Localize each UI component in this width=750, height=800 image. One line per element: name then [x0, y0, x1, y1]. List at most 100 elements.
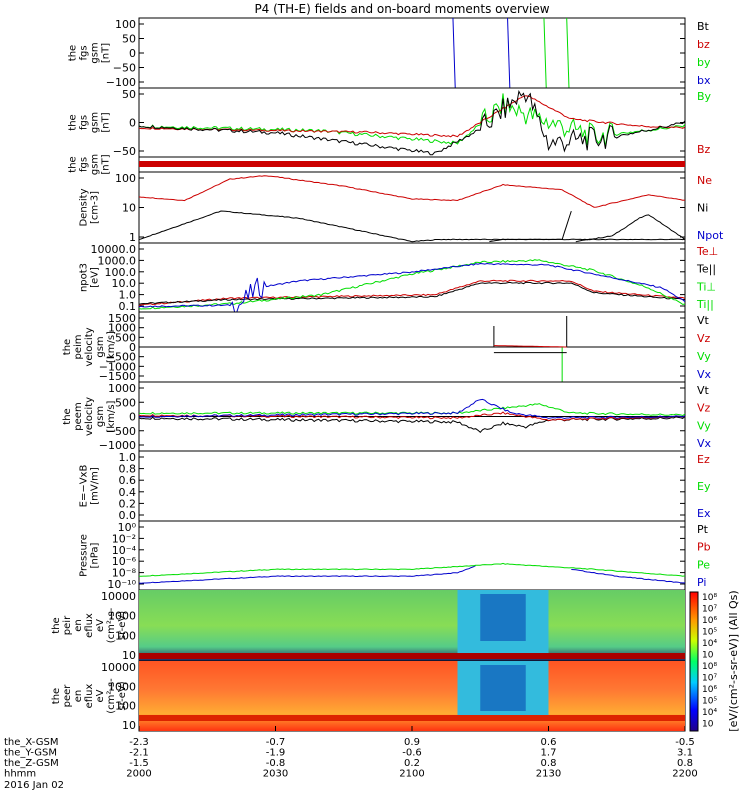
stacked-plot: P4 (TH-E) fields and on-board moments ov… [0, 0, 750, 800]
y-tick-label: −50 [113, 62, 136, 75]
y-axis-label-line: fgs [79, 115, 90, 130]
legend-entry: Ne [697, 174, 712, 187]
legend-entry: Pe [697, 558, 710, 571]
panel-5: 150010005000−500−1000−1500the peim velocit… [62, 312, 712, 383]
x-row-value: 0.8 [677, 758, 693, 769]
y-axis-label-line: gsm [90, 154, 101, 175]
y-axis-label: Density [cm-3] [79, 188, 101, 226]
x-row-value: 0.2 [404, 758, 420, 769]
colorbar-label: [eV/(cm²-s-sr-eV)] (All Qs) [727, 590, 740, 731]
x-row-value: -0.7 [266, 737, 286, 748]
y-axis-label-line: [nT] [101, 154, 112, 174]
colorbar-tick-label: 10⁷ [702, 605, 717, 615]
trace-ni-late [576, 215, 685, 242]
colorbar-bar [690, 592, 698, 731]
y-axis-label-line: (cm²-s- [106, 678, 117, 714]
y-axis-label-line: eV [95, 619, 106, 632]
y-axis-label: E=−VxB [mV/m] [79, 465, 101, 508]
spike-line [453, 18, 455, 88]
y-axis-label-line: the [68, 114, 79, 130]
spectrogram-bg [139, 590, 685, 661]
y-axis-label: npot3 [eV] [79, 263, 101, 292]
y-axis-label: the peer en eflux eV (cm²-s-sr-eV) [51, 678, 128, 714]
legend-entry: Vt [697, 314, 710, 327]
y-tick-label: 10000 [101, 590, 136, 603]
panel-traces [139, 91, 685, 154]
y-axis-label: the fgs gsm [nT] [68, 42, 112, 63]
y-axis-label-line: en [73, 690, 84, 703]
legend-entry: Ni [697, 202, 708, 215]
panel-traces [139, 563, 685, 583]
y-axis-label-line: the [68, 45, 79, 61]
y-axis-label-line: gsm [95, 406, 106, 427]
y-axis-label-line: the [51, 688, 62, 704]
trace-te-par [139, 282, 685, 304]
y-axis-label-line: velocity [84, 327, 95, 366]
colorbar: 10⁸10⁷10⁶10⁵10⁴10⁳10⁸10⁷10⁶10⁵10⁴10⁳ [eV/… [690, 590, 740, 731]
panel-traces [139, 399, 685, 432]
colorbar-tick-label: 10⁷ [702, 674, 717, 684]
legend-entry: by [697, 56, 711, 69]
panel-0: 100 500 −50−100 the fgs gsm [nT] Bt bz by bx [68, 18, 711, 89]
y-axis-label-line: the [62, 339, 73, 355]
y-axis-label-line: en [73, 619, 84, 632]
colorbar-tick-label: 10⁵ [702, 697, 717, 707]
y-tick-label: 10 [122, 202, 136, 215]
y-tick-label: 10000 [101, 661, 136, 674]
colorbar-tick-label: 10⁳ [702, 651, 714, 661]
y-axis-label-line: npot3 [79, 263, 90, 292]
panel-traces [139, 316, 685, 382]
legend-entry: Ex [697, 507, 711, 520]
panel-3: 100101Density [cm-3]NeNiNpot [79, 172, 724, 244]
x-row-value: 2200 [672, 769, 697, 780]
legend-entry: Ez [697, 453, 710, 466]
legend-entry: Ey [697, 480, 711, 493]
trace-bz [139, 96, 685, 137]
y-axis-label-line: velocity [84, 397, 95, 436]
legend-entry: Bz [697, 143, 711, 156]
trace-ti [139, 260, 685, 309]
trace-vx [139, 399, 685, 418]
spectrogram-core [480, 665, 526, 711]
x-row-value: -1.5 [129, 758, 149, 769]
y-axis-label-line: the [62, 408, 73, 424]
panels-group: 100500−50−100the fgs gsm [nT]Btbzbybx500−50… [51, 18, 724, 732]
legend-entry: Pb [697, 541, 711, 554]
y-axis-label-line: [cm-3] [90, 191, 101, 224]
spike-line [567, 18, 569, 88]
y-axis-label-line: [nT] [101, 43, 112, 63]
x-row-value: -2.1 [129, 748, 149, 759]
colorbar-tick-label: 10⁴ [702, 639, 717, 649]
panel-frame [139, 521, 685, 590]
spike-line [508, 18, 510, 88]
x-axis-annotation: the_X-GSM -2.3 -0.7 0.9 0.6 -0.5the_Y-GSM -2.1… [4, 726, 698, 791]
trace-bt [139, 91, 685, 154]
x-row-label: the_Z-GSM [4, 758, 59, 769]
x-row-value: 0.9 [404, 737, 420, 748]
y-axis-label-line: the [51, 617, 62, 633]
red-band [139, 161, 685, 167]
y-axis-label: the peir en eflux eV (cm²-s-sr-eV) [51, 607, 128, 643]
x-row-value: 0.6 [541, 737, 557, 748]
panel-traces [139, 590, 685, 661]
legend-entry: Vy [697, 350, 711, 363]
panel-frame [139, 451, 685, 521]
panel-9: 10000100010010the peir en eflux eV (cm²-s-sr-… [51, 590, 685, 662]
x-row-value: -0.6 [402, 748, 422, 759]
x-row-value: 2130 [536, 769, 561, 780]
panel-1: 500−50the fgs gsm [nT]ByBz [68, 88, 712, 158]
y-axis-label-line: [km/s] [106, 331, 117, 363]
colorbar-tick-label: 10⁶ [702, 685, 717, 695]
legend-entry: Ti⊥ [696, 280, 716, 293]
y-axis-label-line: [nT] [101, 112, 112, 132]
y-axis-label-line: [eV] [90, 267, 101, 288]
legend-entry: Te|| [696, 263, 716, 276]
legend-entry: Vy [697, 419, 711, 432]
colorbar-tick-label: 10⁶ [702, 616, 717, 626]
panel-10: 10000 1000 100 10 the peer en eflux eV (cm²-s-sr-… [51, 661, 685, 732]
colorbar-tick-label: 10⁴ [702, 708, 717, 718]
x-row-value: 3.1 [677, 748, 693, 759]
y-axis-label-line: eV [95, 689, 106, 702]
y-axis-label-line: (cm²-s- [106, 607, 117, 643]
y-tick-label: 100 [115, 18, 136, 31]
